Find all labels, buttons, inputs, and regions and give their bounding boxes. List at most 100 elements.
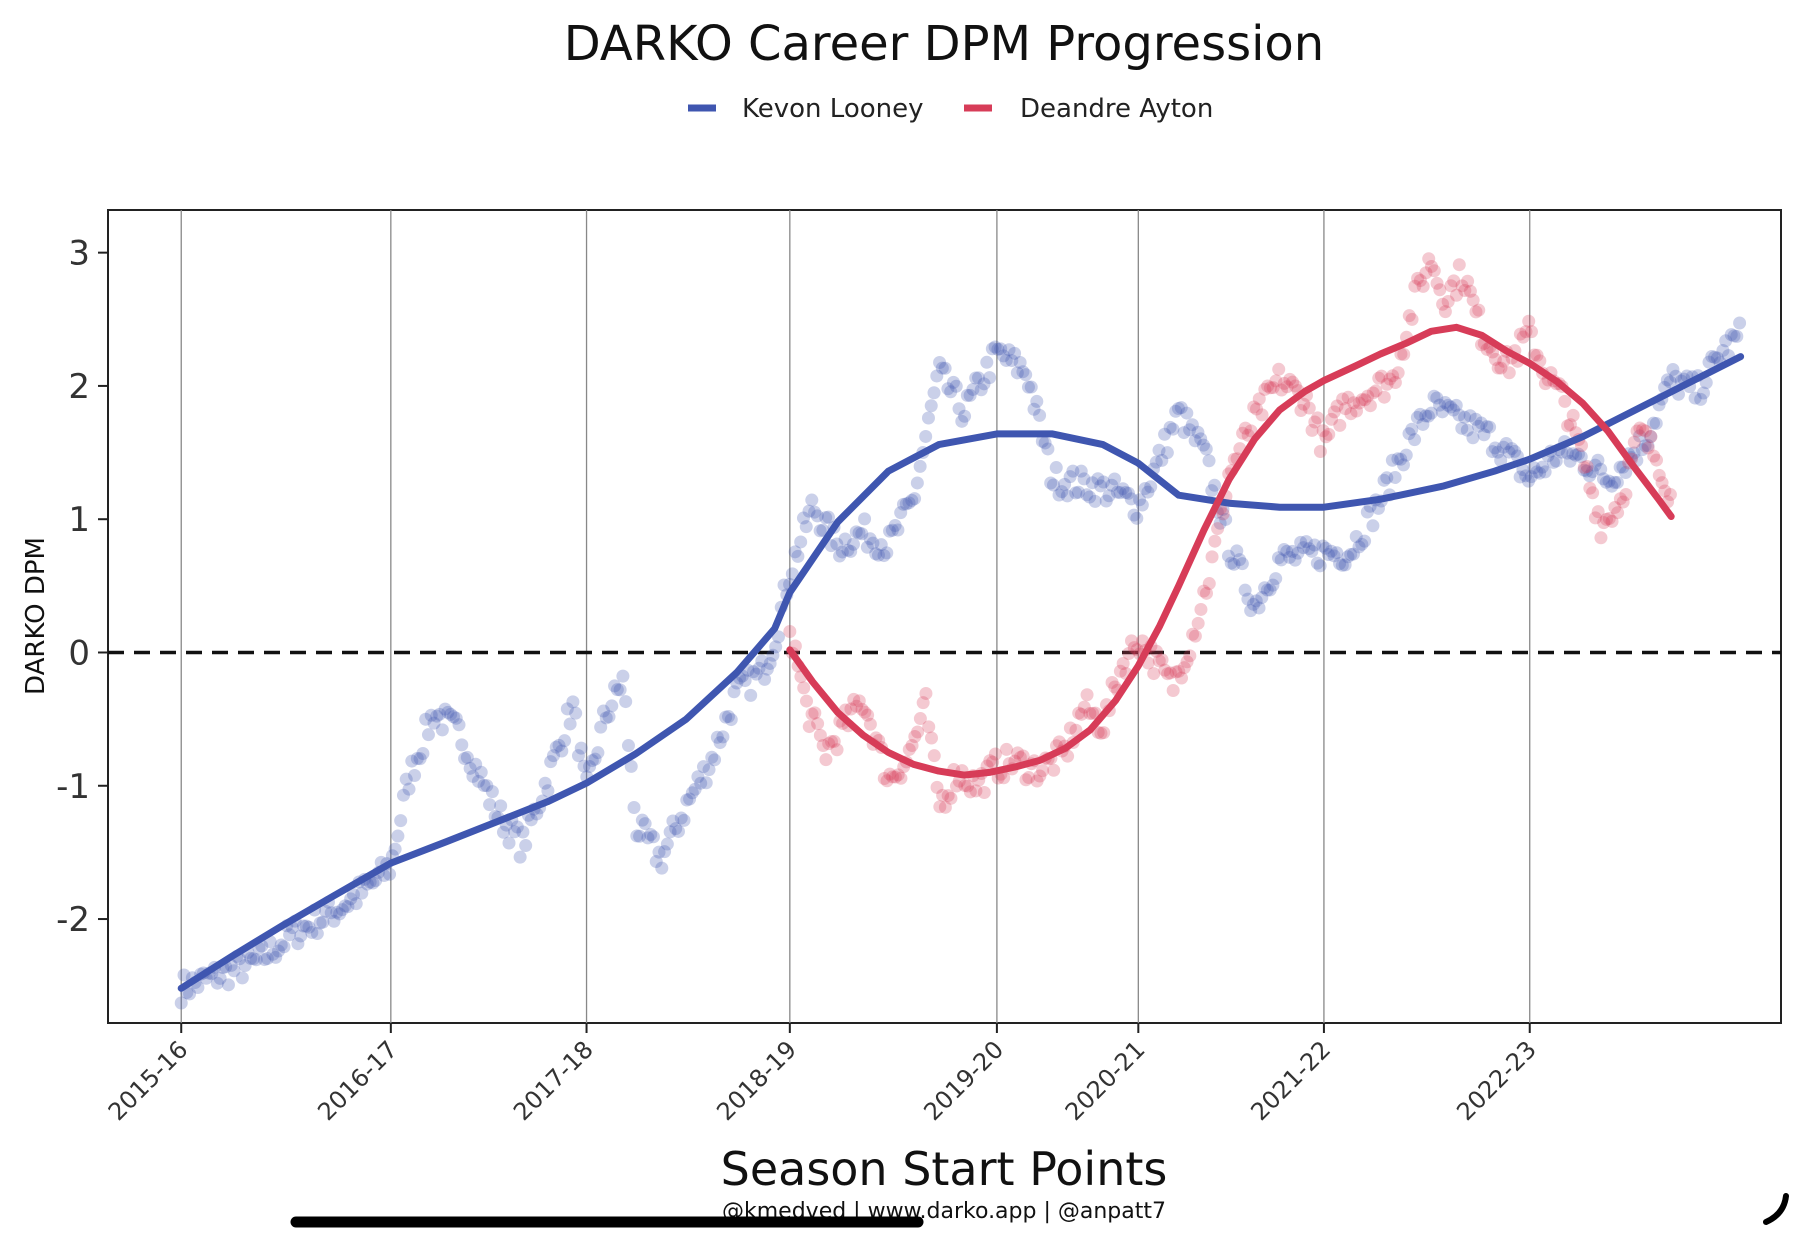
data-point-deandre-ayton-179 (1280, 380, 1294, 394)
data-point-kevon-looney-187 (694, 776, 708, 790)
data-point-kevon-looney-270 (924, 399, 938, 413)
data-point-kevon-looney-209 (755, 654, 769, 668)
data-point-kevon-looney-22 (235, 971, 249, 985)
data-point-kevon-looney-470 (1480, 420, 1494, 434)
data-point-deandre-ayton-308 (1638, 424, 1652, 438)
data-point-kevon-looney-233 (821, 510, 835, 524)
data-point-kevon-looney-348 (1141, 485, 1155, 499)
data-point-kevon-looney-255 (883, 524, 897, 538)
data-point-kevon-looney-147 (583, 760, 597, 774)
data-point-deandre-ayton-77 (997, 771, 1011, 785)
data-point-deandre-ayton-89 (1030, 774, 1044, 788)
data-point-kevon-looney-514 (1602, 474, 1616, 488)
data-point-deandre-ayton-287 (1580, 459, 1594, 473)
data-point-kevon-looney-248 (863, 532, 877, 546)
data-point-kevon-looney-61 (344, 892, 358, 906)
data-point-kevon-looney-329 (1088, 494, 1102, 508)
data-point-kevon-looney-192 (708, 753, 722, 767)
data-point-kevon-looney-342 (1124, 492, 1138, 506)
data-point-kevon-looney-487 (1527, 461, 1541, 475)
data-point-kevon-looney-364 (1185, 418, 1199, 432)
data-point-deandre-ayton-187 (1302, 401, 1316, 415)
data-point-deandre-ayton-90 (1033, 769, 1047, 783)
data-point-kevon-looney-133 (544, 755, 558, 769)
data-point-deandre-ayton-304 (1627, 435, 1641, 449)
data-point-kevon-looney-89 (421, 728, 435, 742)
series-points-kevon-looney (174, 316, 1747, 1010)
data-point-kevon-looney-108 (474, 765, 488, 779)
data-point-kevon-looney-394 (1269, 572, 1283, 586)
data-point-deandre-ayton-58 (944, 791, 958, 805)
data-point-kevon-looney-400 (1285, 544, 1299, 558)
data-point-deandre-ayton-233 (1430, 276, 1444, 290)
data-point-deandre-ayton-122 (1122, 647, 1136, 661)
data-point-kevon-looney-421 (1344, 548, 1358, 562)
data-point-deandre-ayton-43 (902, 742, 916, 756)
data-point-deandre-ayton-73 (986, 755, 1000, 769)
data-point-kevon-looney-439 (1394, 452, 1408, 466)
data-point-deandre-ayton-298 (1611, 506, 1625, 520)
data-point-deandre-ayton-299 (1613, 492, 1627, 506)
data-point-kevon-looney-559 (1727, 329, 1741, 343)
data-point-kevon-looney-159 (616, 669, 630, 683)
data-point-deandre-ayton-63 (958, 779, 972, 793)
data-point-kevon-looney-300 (1008, 346, 1022, 360)
y-axis-title: DARKO DPM (21, 537, 51, 695)
data-point-kevon-looney-164 (630, 829, 644, 843)
data-point-deandre-ayton-226 (1411, 271, 1425, 285)
data-point-deandre-ayton-172 (1261, 379, 1275, 393)
data-point-deandre-ayton-216 (1383, 372, 1397, 386)
data-point-kevon-looney-530 (1646, 416, 1660, 430)
data-point-kevon-looney-398 (1280, 544, 1294, 558)
data-point-deandre-ayton-240 (1450, 288, 1464, 302)
data-point-kevon-looney-257 (888, 519, 902, 533)
data-point-kevon-looney-148 (585, 754, 599, 768)
data-point-kevon-looney-256 (885, 523, 899, 537)
data-point-kevon-looney-52 (319, 904, 333, 918)
data-point-deandre-ayton-85 (1019, 773, 1033, 787)
data-point-deandre-ayton-27 (858, 705, 872, 719)
data-point-deandre-ayton-306 (1633, 421, 1647, 435)
data-point-kevon-looney-382 (1235, 557, 1249, 571)
data-point-deandre-ayton-97 (1052, 735, 1066, 749)
x-tick-label-2021-22: 2021-22 (1245, 1035, 1336, 1126)
data-point-deandre-ayton-25 (852, 694, 866, 708)
data-point-deandre-ayton-140 (1172, 664, 1186, 678)
data-point-deandre-ayton-236 (1438, 305, 1452, 319)
data-point-deandre-ayton-141 (1174, 671, 1188, 685)
data-point-kevon-looney-80 (396, 788, 410, 802)
data-point-kevon-looney-62 (346, 887, 360, 901)
y-tick-label-0: 0 (68, 633, 90, 673)
data-point-deandre-ayton-257 (1497, 354, 1511, 368)
data-point-kevon-looney-210 (758, 672, 772, 686)
data-point-kevon-looney-293 (988, 340, 1002, 354)
data-point-deandre-ayton-310 (1644, 430, 1658, 444)
data-point-kevon-looney-236 (830, 537, 844, 551)
data-point-deandre-ayton-168 (1249, 402, 1263, 416)
data-point-deandre-ayton-207 (1358, 393, 1372, 407)
data-point-deandre-ayton-190 (1311, 411, 1325, 425)
corner-resize-icon[interactable] (1763, 1193, 1789, 1225)
data-point-kevon-looney-429 (1366, 519, 1380, 533)
data-point-kevon-looney-17 (221, 978, 235, 992)
data-point-kevon-looney-433 (1377, 473, 1391, 487)
data-point-kevon-looney-431 (1371, 501, 1385, 515)
data-point-kevon-looney-33 (266, 947, 280, 961)
data-point-kevon-looney-478 (1502, 445, 1516, 459)
legend: Kevon Looney Deandre Ayton (688, 94, 1213, 124)
data-point-deandre-ayton-292 (1594, 531, 1608, 545)
data-point-kevon-looney-448 (1419, 409, 1433, 423)
data-point-deandre-ayton-197 (1330, 399, 1344, 413)
data-point-deandre-ayton-202 (1344, 407, 1358, 421)
data-point-kevon-looney-322 (1069, 486, 1083, 500)
data-point-kevon-looney-476 (1496, 440, 1510, 454)
data-point-kevon-looney-27 (249, 953, 263, 967)
data-point-deandre-ayton-29 (863, 717, 877, 731)
data-point-kevon-looney-368 (1196, 438, 1210, 452)
data-point-deandre-ayton-40 (894, 771, 908, 785)
data-point-deandre-ayton-315 (1658, 484, 1672, 498)
data-point-kevon-looney-425 (1355, 537, 1369, 551)
data-point-kevon-looney-408 (1308, 538, 1322, 552)
data-point-deandre-ayton-143 (1180, 655, 1194, 669)
data-point-kevon-looney-403 (1294, 535, 1308, 549)
